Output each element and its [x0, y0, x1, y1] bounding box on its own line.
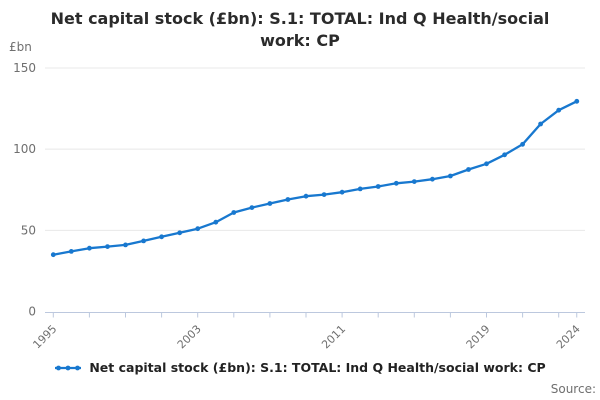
data-point	[357, 186, 363, 192]
data-point	[159, 234, 165, 240]
line-chart-plot-area: 0 50 100 150 1995 2003 2011 2019 2024	[13, 61, 585, 351]
data-point	[411, 179, 417, 185]
x-tick-label: 2003	[175, 322, 204, 351]
y-tick-label: 150	[13, 61, 36, 75]
data-point	[339, 189, 345, 195]
data-point	[195, 226, 201, 232]
data-point	[538, 121, 543, 127]
data-point	[484, 161, 489, 167]
data-point	[213, 219, 219, 225]
data-point	[177, 230, 183, 236]
data-point	[141, 238, 147, 244]
data-point	[466, 167, 471, 172]
data-point	[502, 152, 507, 158]
data-point	[285, 197, 291, 202]
data-point	[321, 192, 327, 198]
data-point	[448, 173, 453, 179]
data-point	[520, 141, 525, 147]
x-tick-label: 2024	[554, 322, 583, 351]
series-markers	[50, 98, 580, 258]
legend-line-icon	[55, 365, 82, 370]
chart-title: Net capital stock (£bn): S.1: TOTAL: Ind…	[50, 9, 550, 50]
y-tick-label: 0	[28, 305, 36, 319]
data-point	[393, 180, 399, 186]
x-tick-label: 1995	[30, 322, 59, 351]
source-label: Source:	[550, 382, 596, 396]
gridlines	[45, 67, 585, 231]
legend[interactable]: Net capital stock (£bn): S.1: TOTAL: Ind…	[0, 360, 600, 375]
data-point	[267, 201, 273, 206]
x-axis-labels: 1995 2003 2011 2019 2024	[30, 322, 582, 351]
legend-label: Net capital stock (£bn): S.1: TOTAL: Ind…	[89, 360, 546, 375]
series-line	[52, 100, 578, 256]
data-point	[303, 193, 309, 199]
x-tick-label: 2019	[464, 322, 493, 351]
data-point	[574, 98, 580, 104]
data-point	[430, 176, 435, 182]
data-point	[231, 210, 237, 215]
data-point	[556, 107, 562, 113]
y-tick-label: 50	[21, 223, 36, 237]
data-point	[249, 205, 255, 211]
data-point	[105, 244, 110, 250]
x-axis-ticks	[52, 312, 578, 318]
data-point	[375, 184, 381, 189]
data-point	[123, 242, 128, 248]
y-axis-unit-label: £bn	[9, 40, 32, 54]
x-tick-label: 2011	[319, 322, 348, 351]
data-point	[87, 245, 92, 251]
data-point	[68, 249, 74, 254]
y-axis-labels: 0 50 100 150	[13, 61, 36, 319]
y-tick-label: 100	[13, 142, 36, 156]
data-point	[50, 252, 56, 258]
